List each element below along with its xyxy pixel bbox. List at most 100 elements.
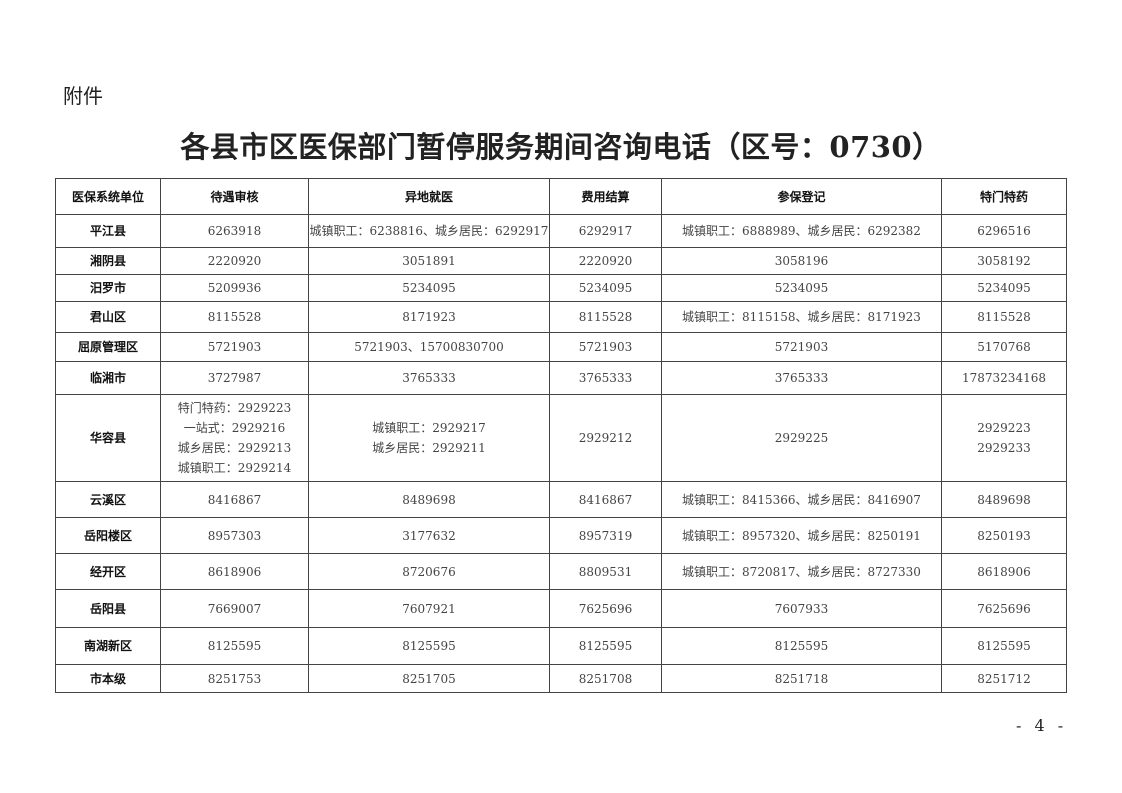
phone-cell: 8809531	[549, 553, 662, 590]
document-title: 各县市区医保部门暂停服务期间咨询电话（区号：0730）	[180, 130, 942, 164]
phone-cell: 8125595	[549, 627, 662, 665]
phone-cell: 5721903	[160, 332, 309, 362]
phone-number: 8489698	[402, 492, 456, 507]
phone-cell: 8489698	[308, 481, 550, 518]
phone-cell: 17873234168	[941, 361, 1067, 395]
table-row: 经开区 8618906 8720676 8809531 城镇职工：8720817、城乡居…	[55, 553, 1067, 590]
phone-cell: 5234095	[661, 274, 942, 302]
phone-cell: 2929212	[549, 394, 662, 482]
phone-cell: 8125595	[661, 627, 942, 665]
phone-number: 2929212	[578, 431, 633, 445]
phone-cell: 城镇职工：8720817、城乡居民：8727330	[661, 553, 942, 590]
phone-cell: 2220920	[160, 247, 309, 275]
phone-number: 8250193	[977, 528, 1031, 543]
phone-cell: 5721903、15700830700	[308, 332, 550, 362]
phone-number: 8251705	[402, 671, 456, 686]
phone-cell: 6296516	[941, 214, 1067, 248]
phone-number: 5234095	[774, 281, 829, 295]
contact-table: 医保系统单位 待遇审核 异地就医 费用结算 参保登记 特门特药 平江县 6263918 城镇职…	[55, 178, 1067, 693]
phone-number: 2929233	[977, 441, 1031, 455]
table-row: 南湖新区 8125595 8125595 8125595 8125595 8125595	[55, 627, 1067, 665]
phone-number: 3058192	[977, 254, 1031, 268]
phone-cell: 8125595	[941, 627, 1067, 665]
phone-cell: 2929225	[661, 394, 942, 482]
phone-number: 3177632	[402, 528, 456, 543]
phone-cell: 城镇职工：6238816、城乡居民：6292917	[308, 214, 550, 248]
phone-cell: 7607921	[308, 589, 550, 628]
phone-cell: 8115528	[941, 301, 1067, 333]
table-row: 华容县 特门特药：2929223 一站式：2929216 城乡居民：2929213 城镇…	[55, 394, 1067, 482]
phone-cell: 5721903	[661, 332, 942, 362]
column-header: 参保登记	[661, 178, 942, 215]
phone-number: 7607921	[402, 601, 456, 616]
unit-name: 市本级	[55, 664, 161, 693]
phone-cell: 7669007	[160, 589, 309, 628]
phone-number: 8489698	[977, 492, 1031, 507]
phone-cell: 5721903	[549, 332, 662, 362]
unit-name: 君山区	[55, 301, 161, 333]
column-header: 特门特药	[941, 178, 1067, 215]
phone-cell: 8251718	[661, 664, 942, 693]
unit-name: 平江县	[55, 214, 161, 248]
phone-cell: 3765333	[308, 361, 550, 395]
phone-cell: 5234095	[549, 274, 662, 302]
phone-cell: 5234095	[941, 274, 1067, 302]
phone-number: 城镇职工：2929214	[177, 461, 292, 475]
phone-cell: 3058192	[941, 247, 1067, 275]
table-row: 市本级 8251753 8251705 8251708 8251718 8251712	[55, 664, 1067, 693]
phone-number: 6292917	[578, 224, 633, 238]
phone-number: 7607933	[774, 601, 829, 616]
phone-number: 8115528	[207, 310, 262, 324]
phone-cell: 7625696	[941, 589, 1067, 628]
phone-cell: 8416867	[160, 481, 309, 518]
table-row: 君山区 8115528 8171923 8115528 城镇职工：8115158、城乡居…	[55, 301, 1067, 333]
phone-cell: 城镇职工：8957320、城乡居民：8250191	[661, 517, 942, 554]
unit-name: 南湖新区	[55, 627, 161, 665]
phone-number: 6296516	[977, 224, 1031, 238]
phone-cell: 3765333	[549, 361, 662, 395]
phone-cell: 8115528	[549, 301, 662, 333]
header-row: 医保系统单位 待遇审核 异地就医 费用结算 参保登记 特门特药	[55, 178, 1067, 215]
column-header: 费用结算	[549, 178, 662, 215]
phone-cell: 3051891	[308, 247, 550, 275]
phone-cell: 2929223 2929233	[941, 394, 1067, 482]
unit-name: 岳阳楼区	[55, 517, 161, 554]
phone-number: 城镇职工：8720817、城乡居民：8727330	[682, 564, 921, 579]
phone-cell: 8618906	[941, 553, 1067, 590]
phone-number: 城镇职工：6888989、城乡居民：6292382	[682, 224, 921, 238]
phone-cell: 5209936	[160, 274, 309, 302]
phone-cell: 8125595	[308, 627, 550, 665]
phone-number: 8957303	[207, 528, 262, 543]
unit-name: 屈原管理区	[55, 332, 161, 362]
phone-number: 8251708	[578, 671, 633, 686]
phone-number: 8251718	[774, 671, 829, 686]
phone-number: 5234095	[977, 281, 1031, 295]
phone-cell: 特门特药：2929223 一站式：2929216 城乡居民：2929213 城镇职工：…	[160, 394, 309, 482]
unit-name: 临湘市	[55, 361, 161, 395]
phone-number: 特门特药：2929223	[177, 401, 292, 415]
unit-name: 华容县	[55, 394, 161, 482]
phone-cell: 8957303	[160, 517, 309, 554]
phone-cell: 8115528	[160, 301, 309, 333]
phone-number: 3765333	[402, 371, 456, 385]
phone-number: 3765333	[578, 371, 633, 385]
table-row: 岳阳楼区 8957303 3177632 8957319 城镇职工：8957320、城乡…	[55, 517, 1067, 554]
phone-cell: 3177632	[308, 517, 550, 554]
unit-name: 经开区	[55, 553, 161, 590]
unit-name: 云溪区	[55, 481, 161, 518]
column-header: 异地就医	[308, 178, 550, 215]
phone-number: 城乡居民：2929213	[177, 441, 292, 455]
phone-number: 6263918	[207, 224, 262, 238]
phone-cell: 8416867	[549, 481, 662, 518]
phone-number: 8618906	[207, 564, 262, 579]
phone-number: 2220920	[207, 254, 262, 268]
phone-cell: 6292917	[549, 214, 662, 248]
phone-number: 3051891	[402, 254, 456, 268]
phone-number: 7625696	[977, 601, 1031, 616]
phone-cell: 8251753	[160, 664, 309, 693]
phone-cell: 8720676	[308, 553, 550, 590]
phone-number: 一站式：2929216	[183, 421, 286, 435]
unit-name: 湘阴县	[55, 247, 161, 275]
phone-cell: 8251705	[308, 664, 550, 693]
phone-number: 8957319	[578, 528, 633, 543]
